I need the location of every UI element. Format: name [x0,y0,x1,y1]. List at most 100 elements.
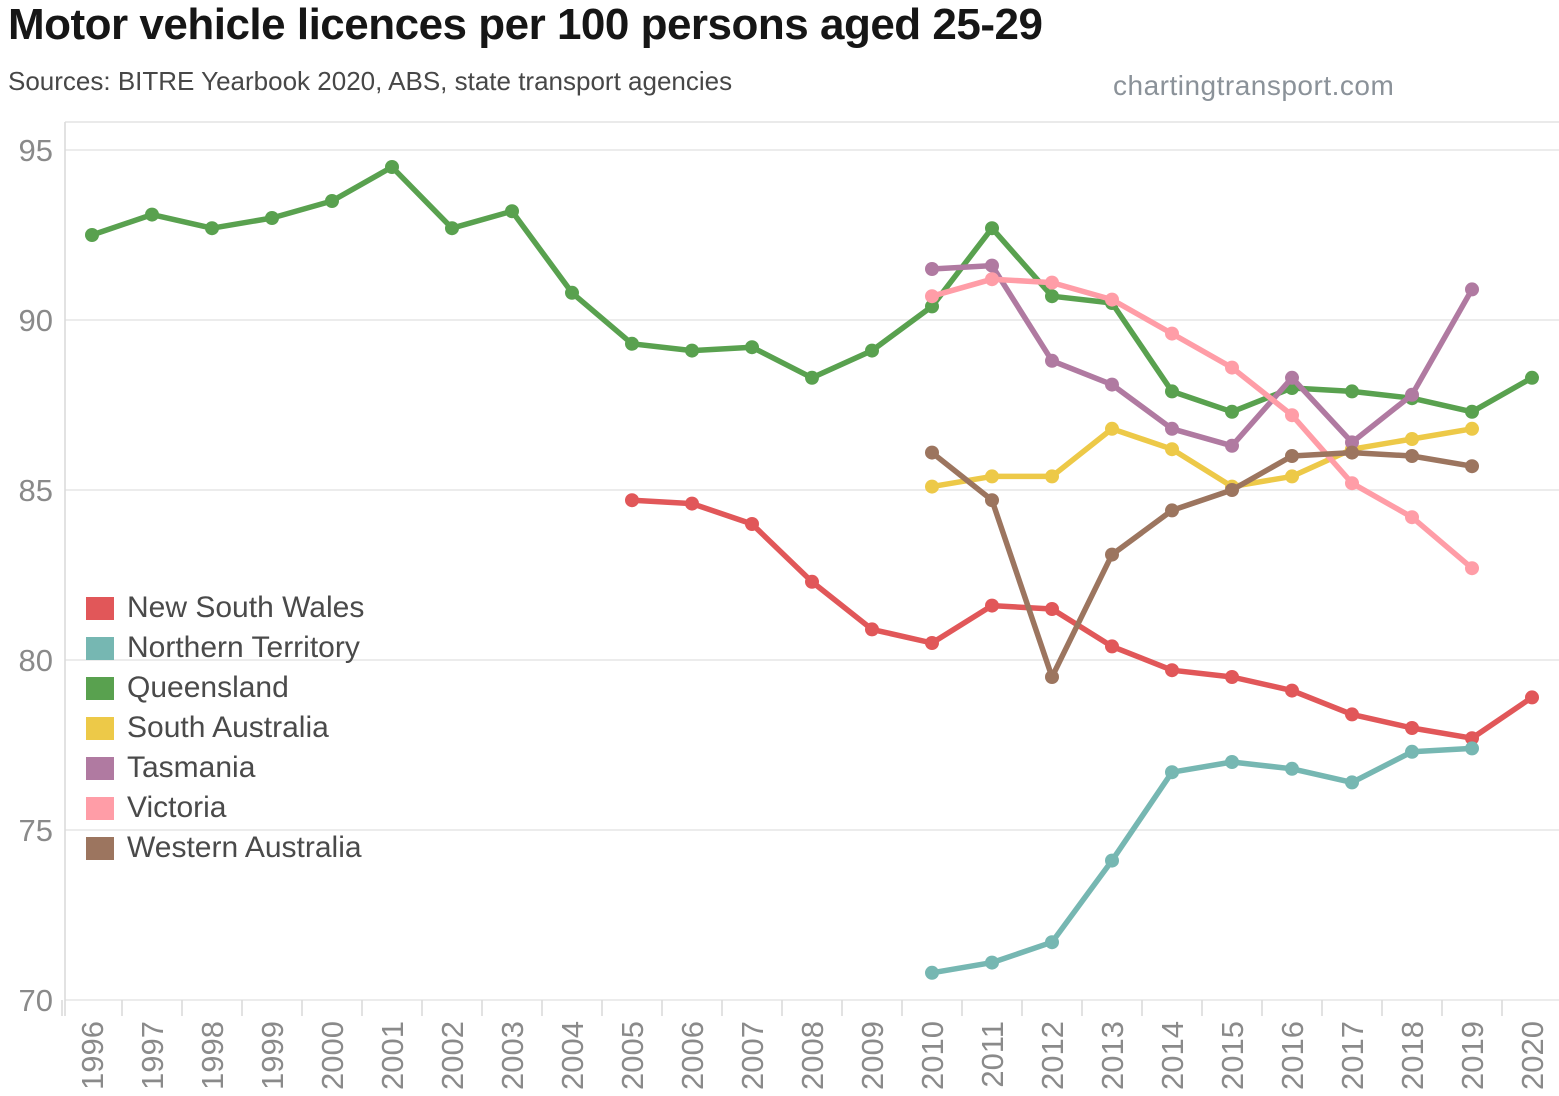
legend-item: Northern Territory [86,628,364,668]
series-western-australia-line [929,449,1475,680]
series-victoria-point [1045,275,1059,290]
series-northern-territory-point [1345,775,1359,790]
series-western-australia-point [1345,445,1359,460]
series-northern-territory-point [1045,935,1059,950]
series-new-south-wales-point [1525,690,1539,705]
chart-subtitle: Sources: BITRE Yearbook 2020, ABS, state… [8,66,733,96]
series-victoria-line [929,276,1475,571]
series-queensland-point [745,340,759,355]
legend-label: New South Wales [127,591,365,624]
x-axis-label: 2013 [1095,1021,1130,1090]
series-western-australia-point [925,445,939,460]
series-western-australia-point [1225,483,1239,497]
legend-item: Queensland [86,668,364,708]
series-south-australia-point [1105,421,1119,436]
series-new-south-wales-line [629,497,1535,741]
legend-item: Western Australia [86,828,364,868]
series-queensland-point [565,285,579,300]
series-new-south-wales-point [805,574,819,589]
x-axis-label: 2006 [675,1021,710,1090]
x-axis-label: 2007 [735,1021,770,1090]
series-western-australia-point [1465,459,1479,474]
y-axis-label: 95 [19,133,53,168]
series-tasmania-point [1165,421,1179,436]
legend-label: South Australia [127,711,329,744]
series-south-australia-point [1405,432,1419,446]
chart-title: Motor vehicle licences per 100 persons a… [8,0,1043,49]
series-tasmania-point [1405,387,1419,402]
series-tasmania-line [929,262,1475,449]
x-axis-label: 2017 [1335,1021,1370,1090]
series-queensland-point [385,160,399,174]
x-axis-label: 2000 [315,1021,350,1090]
y-axis-label: 80 [19,643,53,678]
series-new-south-wales-point [625,493,639,508]
series-south-australia-point [1165,442,1179,457]
series-new-south-wales-point [1285,683,1299,698]
series-western-australia-point [1165,503,1179,518]
legend-swatch [86,596,114,620]
y-axis-label: 70 [19,983,53,1018]
x-axis-label: 2010 [915,1021,950,1090]
series-queensland-point [1345,384,1359,399]
series-western-australia-point [1405,449,1419,463]
series-victoria-point [1405,510,1419,525]
x-axis-label: 2016 [1275,1021,1310,1090]
series-tasmania-point [1225,438,1239,453]
series-northern-territory-point [1465,741,1479,756]
x-axis-label: 1999 [255,1021,290,1090]
series-tasmania-point [1045,353,1059,368]
legend-item: South Australia [86,708,364,748]
series-queensland-point [85,228,99,242]
series-northern-territory-point [925,965,939,980]
legend-label: Victoria [127,791,227,824]
series-western-australia-point [985,493,999,508]
x-axis-label: 2018 [1395,1021,1430,1090]
series-victoria-point [1345,476,1359,491]
y-axis-label: 85 [19,473,53,508]
x-axis-label: 2002 [435,1021,470,1090]
series-northern-territory-point [1225,755,1239,769]
series-tasmania-point [1105,377,1119,392]
x-axis-label: 1997 [135,1021,170,1090]
series-queensland-point [205,221,219,236]
series-northern-territory-point [985,955,999,970]
legend-item: Victoria [86,788,364,828]
series-northern-territory-point [1285,761,1299,776]
series-northern-territory-point [1165,765,1179,780]
series-tasmania-point [1285,370,1299,385]
series-queensland-point [505,204,519,219]
legend-swatch [86,676,114,700]
x-axis-label: 1998 [195,1021,230,1090]
series-south-australia-point [985,469,999,484]
series-queensland-point [445,221,459,236]
legend-swatch [86,836,114,860]
series-queensland-point [325,194,339,208]
series-western-australia-point [1045,670,1059,684]
series-victoria-point [985,272,999,287]
series-victoria-point [1285,408,1299,423]
series-new-south-wales-point [745,517,759,531]
series-tasmania-point [1345,435,1359,450]
y-axis-label: 90 [19,303,53,338]
series-queensland-point [1045,289,1059,304]
series-queensland-point [865,343,879,358]
series-northern-territory-point [1105,853,1119,868]
series-queensland-point [685,343,699,358]
legend-swatch [86,756,114,780]
legend-swatch [86,716,114,740]
legend-label: Tasmania [127,751,256,784]
legend-label: Queensland [127,671,289,704]
series-queensland-point [805,370,819,385]
x-axis-label: 2005 [615,1021,650,1090]
x-axis-label: 2011 [975,1021,1010,1088]
series-new-south-wales-point [1105,639,1119,654]
x-axis-label: 2020 [1515,1021,1550,1090]
series-south-australia-line [929,426,1475,490]
legend-item: New South Wales [86,588,364,628]
series-new-south-wales-point [1165,663,1179,678]
x-axis-label: 2001 [375,1021,410,1090]
series-queensland-point [1465,404,1479,419]
